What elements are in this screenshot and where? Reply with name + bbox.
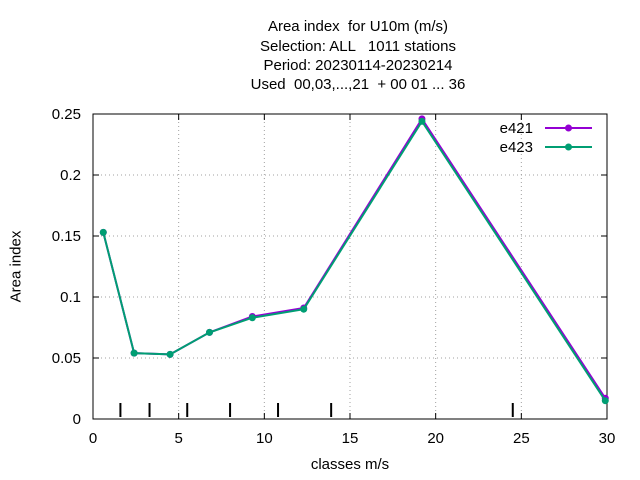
data-point-e423 [130,349,138,357]
chart-title-line-1: Area index for U10m (m/s) [267,18,449,35]
data-point-e423 [206,328,214,336]
y-tick-label: 0.05 [52,350,81,367]
chart-title-line-4: Used 00,03,...,21 + 00 01 ... 36 [250,76,466,93]
x-tick-label: 10 [256,430,273,447]
x-tick-label: 0 [89,430,97,447]
x-tick-label: 25 [513,430,530,447]
x-tick-label: 5 [174,430,182,447]
plot-frame [92,113,608,420]
legend-marker-e421 [565,124,572,132]
legend-label-e423: e423 [500,139,533,156]
x-tick-label: 30 [599,430,616,447]
data-point-e423 [601,397,609,405]
data-point-e423 [166,350,174,358]
legend-label-e421: e421 [500,120,533,137]
y-tick-label: 0 [73,411,81,428]
legend-marker-e423 [565,143,572,151]
chart-title-line-2: Selection: ALL 1011 stations [260,38,456,55]
data-point-e423 [99,228,107,236]
x-tick-label: 15 [342,430,359,447]
chart-title-line-3: Period: 20230114-20230214 [263,57,453,74]
series-line-e423 [102,119,607,402]
data-point-e423 [300,305,308,313]
data-point-e423 [418,117,426,125]
x-axis-label: classes m/s [310,456,390,473]
y-tick-label: 0.15 [52,228,81,245]
data-point-e423 [248,314,256,322]
y-tick-label: 0.1 [60,289,81,306]
x-tick-label: 20 [427,430,444,447]
y-tick-label: 0.25 [52,106,81,123]
y-tick-label: 0.2 [60,167,81,184]
